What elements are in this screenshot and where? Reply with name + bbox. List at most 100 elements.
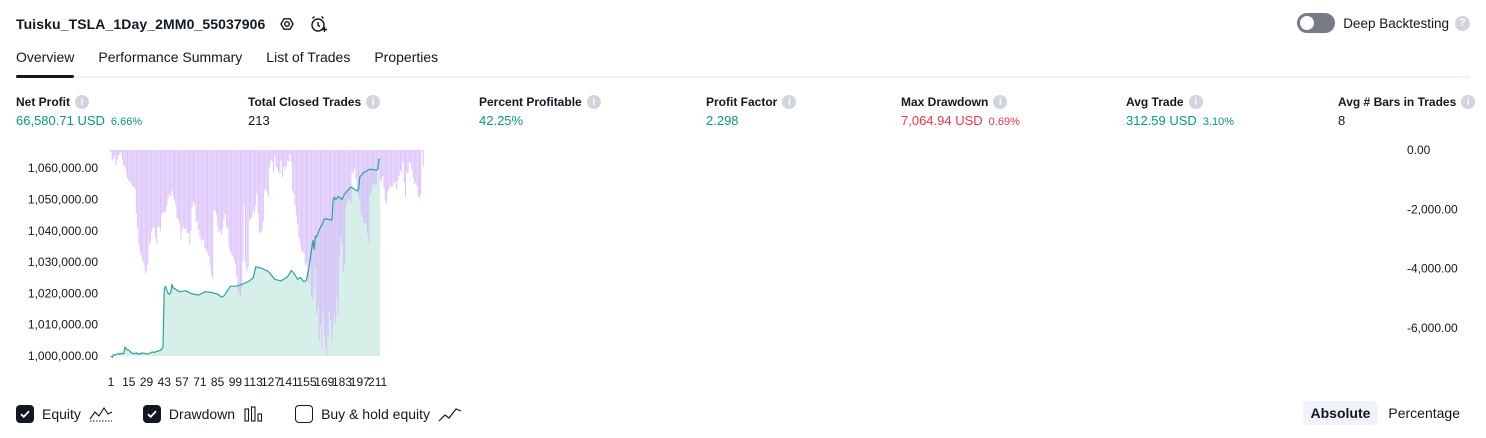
drawdown-bar (332, 150, 334, 328)
info-icon[interactable]: i (993, 95, 1008, 109)
drawdown-bar (120, 150, 122, 153)
drawdown-bar (394, 150, 396, 182)
absolute-button[interactable]: Absolute (1302, 401, 1379, 425)
tab-overview[interactable]: Overview (16, 44, 75, 78)
drawdown-bar (143, 150, 145, 265)
drawdown-bar (110, 150, 112, 153)
info-icon[interactable]: i (586, 95, 601, 109)
drawdown-bar (293, 150, 295, 194)
drawdown-bar (134, 150, 136, 190)
tab-properties[interactable]: Properties (374, 49, 439, 65)
drawdown-bar (146, 150, 148, 271)
info-icon[interactable]: i (1188, 95, 1203, 109)
drawdown-bar (266, 150, 268, 193)
drawdown-bar (152, 150, 154, 228)
drawdown-bar (341, 150, 343, 245)
view-mode-switch: Absolute Percentage (1301, 401, 1469, 425)
drawdown-bar (415, 150, 417, 183)
drawdown-bar (219, 150, 221, 231)
stat-avg-trade: Avg Trade i 312.59 USD 3.10% (1126, 94, 1234, 128)
drawdown-bar (333, 150, 335, 314)
x-axis-tick: 197 (350, 375, 370, 389)
drawdown-bar (311, 150, 313, 298)
drawdown-bar (318, 150, 320, 341)
equity-checkbox[interactable] (16, 405, 34, 423)
drawdown-bar (160, 150, 162, 231)
tab-bar: Overview Performance Summary List of Tra… (16, 44, 1470, 78)
drawdown-bar (233, 150, 235, 260)
drawdown-bar (299, 150, 301, 244)
x-axis-tick: 99 (229, 375, 243, 389)
drawdown-bar (234, 150, 236, 264)
drawdown-bar (156, 150, 158, 245)
tab-performance-summary[interactable]: Performance Summary (98, 49, 243, 65)
drawdown-bar (129, 150, 131, 183)
equity-line (110, 158, 381, 359)
info-icon[interactable]: i (782, 95, 797, 109)
drawdown-bar (173, 150, 175, 200)
drawdown-bar (397, 150, 399, 181)
drawdown-checkbox[interactable] (142, 405, 161, 423)
chart-legend: Equity Drawdown Buy & hold equity (16, 403, 492, 425)
legend-equity[interactable]: Equity (16, 405, 113, 423)
drawdown-bar (308, 150, 310, 282)
legend-buy-hold-equity[interactable]: Buy & hold equity (295, 405, 462, 423)
left-axis-tick: 1,010,000.00 (28, 318, 98, 332)
header: Tuisku_TSLA_1Day_2MM0_55037906 (16, 12, 329, 36)
deep-backtesting-toggle[interactable] (1297, 13, 1336, 33)
legend-drawdown-label: Drawdown (168, 406, 236, 422)
drawdown-bar (387, 150, 389, 193)
drawdown-bar (163, 150, 165, 212)
percentage-button[interactable]: Percentage (1388, 405, 1460, 421)
drawdown-bar (182, 150, 184, 227)
drawdown-bar (336, 150, 338, 298)
drawdown-bar (421, 150, 423, 151)
drawdown-bar (195, 150, 197, 222)
tab-list-of-trades[interactable]: List of Trades (266, 49, 351, 65)
info-icon[interactable]: i (366, 95, 381, 109)
drawdown-bar (313, 150, 315, 290)
drawdown-bar (252, 150, 254, 211)
drawdown-bar (322, 150, 324, 311)
stat-label: Percent Profitable (479, 95, 582, 109)
drawdown-bar (398, 150, 400, 176)
left-axis-tick: 1,040,000.00 (28, 224, 98, 238)
legend-equity-label: Equity (42, 406, 81, 422)
drawdown-bar (382, 150, 384, 177)
settings-gear-icon[interactable] (277, 14, 297, 34)
help-question-icon[interactable]: ? (1455, 15, 1470, 31)
info-icon[interactable]: i (75, 95, 89, 109)
drawdown-bar (245, 150, 247, 262)
drawdown-bar (304, 150, 306, 266)
drawdown-bar (288, 150, 290, 162)
drawdown-bar (191, 150, 193, 207)
drawdown-bar (327, 150, 329, 338)
drawdown-bar (201, 150, 203, 241)
drawdown-bar (194, 150, 196, 206)
drawdown-bar (302, 150, 304, 252)
buy-hold-checkbox[interactable] (295, 405, 314, 423)
drawdown-bar (138, 150, 140, 245)
drawdown-bar (351, 150, 353, 174)
drawdown-bar (253, 150, 255, 213)
drawdown-bar (205, 150, 207, 250)
drawdown-bar (222, 150, 224, 229)
x-axis-tick: 15 (122, 375, 136, 389)
info-icon[interactable]: i (1461, 95, 1476, 109)
equity-drawdown-chart[interactable]: 1,060,000.00 1,050,000.00 1,040,000.00 1,03… (0, 140, 1486, 398)
x-axis-tick: 113 (244, 375, 263, 389)
drawdown-bar (369, 150, 371, 196)
drawdown-bar (418, 150, 420, 198)
left-axis-tick: 1,060,000.00 (28, 161, 98, 175)
drawdown-bar (165, 150, 167, 213)
drawdown-bar (300, 150, 302, 251)
drawdown-bar (312, 150, 314, 300)
drawdown-bar (135, 150, 137, 214)
legend-drawdown[interactable]: Drawdown (142, 405, 265, 423)
alarm-clock-plus-icon[interactable] (309, 14, 329, 34)
drawdown-bar (355, 150, 357, 180)
drawdown-bar (186, 150, 188, 233)
drawdown-bar (361, 150, 363, 218)
drawdown-bar (401, 150, 403, 174)
stat-percent-profitable: Percent Profitable i 42.25% (479, 94, 601, 128)
